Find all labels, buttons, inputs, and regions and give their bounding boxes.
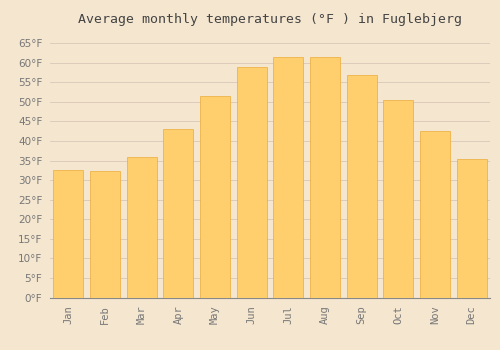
Bar [384,100,414,298]
Bar [236,67,266,298]
Bar [274,57,304,298]
Bar [126,157,156,298]
Bar [346,75,376,298]
Bar [164,129,194,298]
Bar [200,96,230,298]
Title: Average monthly temperatures (°F ) in Fuglebjerg: Average monthly temperatures (°F ) in Fu… [78,13,462,26]
Bar [420,131,450,298]
Bar [54,170,84,298]
Bar [90,171,120,298]
Bar [456,159,486,298]
Bar [310,57,340,298]
